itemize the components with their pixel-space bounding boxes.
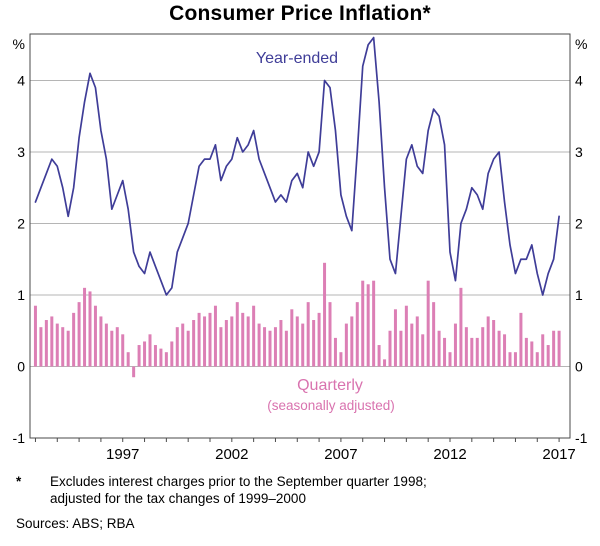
svg-text:1: 1 xyxy=(17,287,25,303)
svg-text:3: 3 xyxy=(575,144,583,160)
svg-text:0: 0 xyxy=(17,358,25,374)
svg-text:3: 3 xyxy=(17,144,25,160)
svg-text:%: % xyxy=(575,36,587,52)
footnote-line-2: adjusted for the tax changes of 1999–200… xyxy=(50,490,306,506)
svg-text:4: 4 xyxy=(575,72,583,88)
bar-series xyxy=(33,262,561,378)
svg-text:-1: -1 xyxy=(575,430,588,446)
y-axis-right: -1 0 1 2 3 4% xyxy=(575,36,588,446)
footnote: * Excludes interest charges prior to the… xyxy=(16,474,427,508)
footnote-marker: * xyxy=(16,474,22,489)
y-axis-left: -1 0 1 2 3 4% xyxy=(13,36,26,446)
svg-text:1: 1 xyxy=(575,287,583,303)
svg-text:1997: 1997 xyxy=(106,446,139,463)
chart-title: Consumer Price Inflation* xyxy=(169,2,431,25)
svg-text:2017: 2017 xyxy=(542,446,575,463)
svg-text:%: % xyxy=(13,36,25,52)
svg-text:4: 4 xyxy=(17,72,25,88)
svg-text:2007: 2007 xyxy=(324,446,357,463)
svg-text:2012: 2012 xyxy=(433,446,466,463)
line-series xyxy=(34,36,560,296)
sources: Sources: ABS; RBA xyxy=(16,516,135,531)
svg-text:2002: 2002 xyxy=(215,446,248,463)
svg-text:-1: -1 xyxy=(13,430,26,446)
plot-frame xyxy=(29,33,571,439)
svg-text:0: 0 xyxy=(575,358,583,374)
x-axis: 1997 2002 2007 2012 2017 xyxy=(34,438,576,463)
svg-text:2: 2 xyxy=(575,215,583,231)
footnote-line-1: Excludes interest charges prior to the S… xyxy=(50,474,427,489)
bar-series-label: Quarterly xyxy=(297,377,363,394)
svg-text:2: 2 xyxy=(17,215,25,231)
footnote-text: Excludes interest charges prior to the S… xyxy=(50,474,427,508)
bar-series-sublabel: (seasonally adjusted) xyxy=(267,398,395,413)
line-series-label: Year-ended xyxy=(255,50,339,67)
